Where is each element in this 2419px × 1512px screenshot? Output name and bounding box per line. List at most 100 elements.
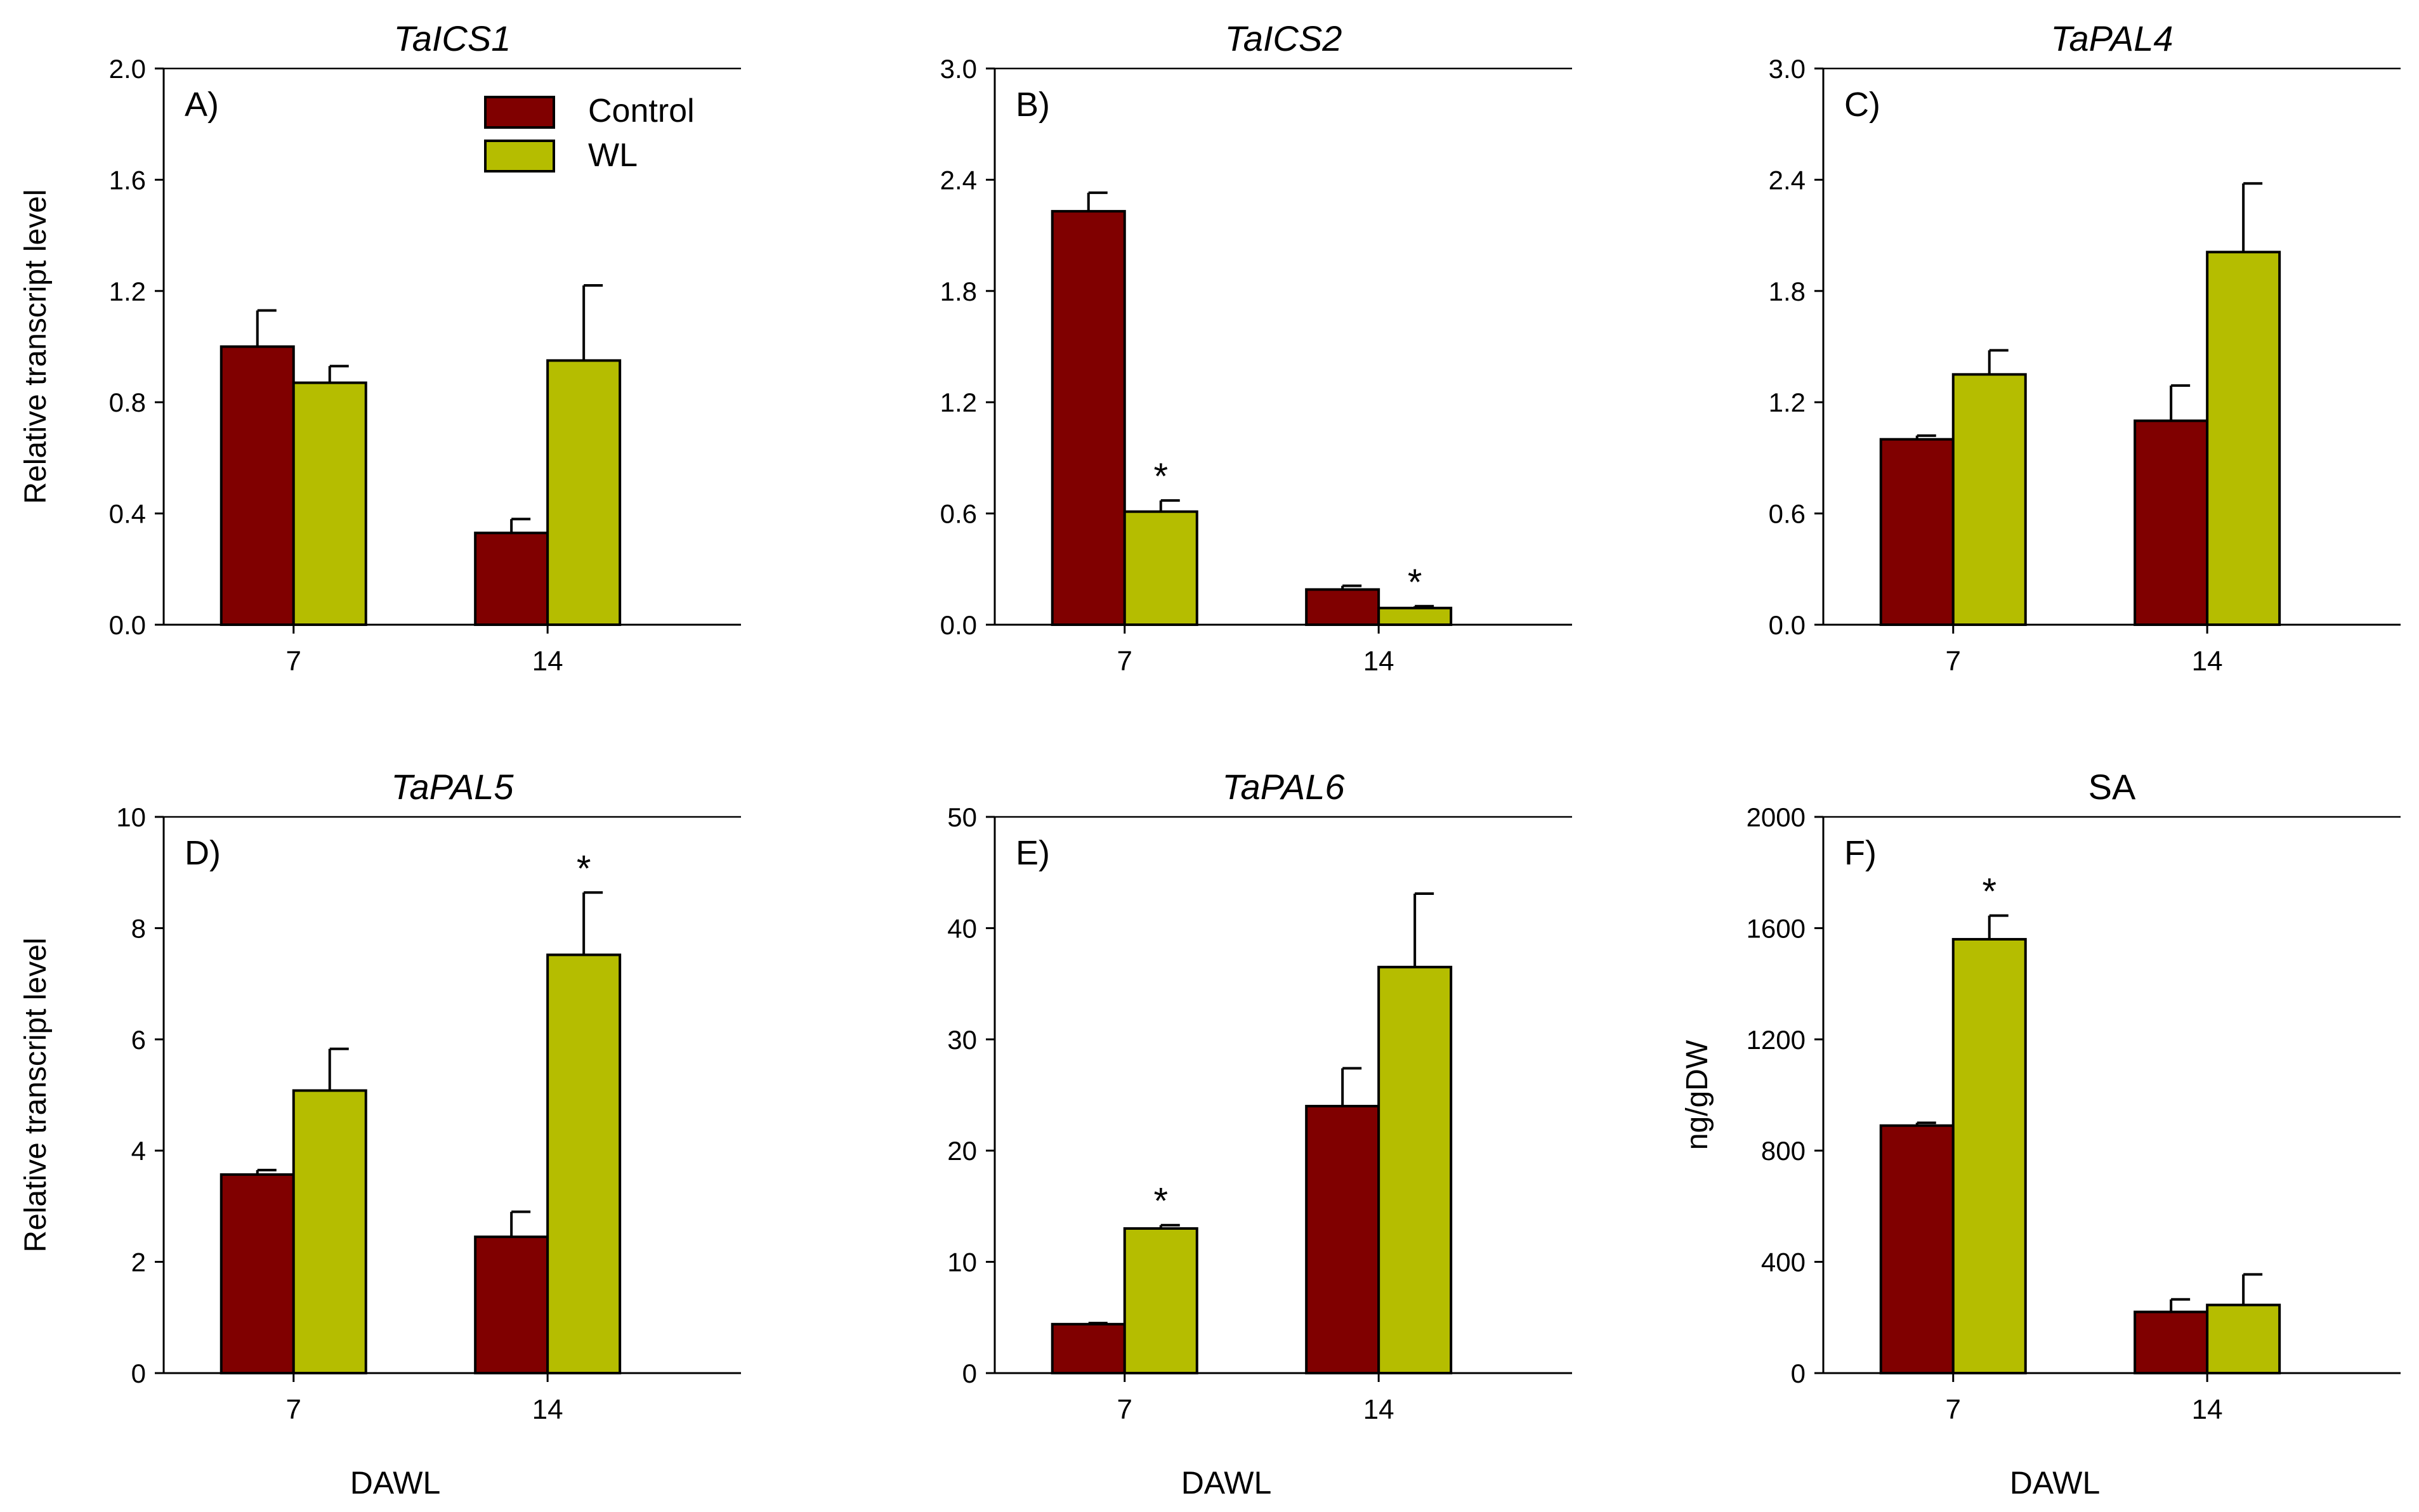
- panel-d-xlabel: DAWL: [350, 1465, 441, 1501]
- panel-d-ytick-label: 6: [131, 1025, 146, 1055]
- panel-e-bar-control-14: [1305, 1105, 1380, 1375]
- panel-f-ytick-label: 1600: [1747, 913, 1806, 943]
- panel-b-label: B): [1016, 86, 1050, 124]
- panel-e-bar-wl-14: [1377, 965, 1453, 1375]
- panel-e-sig-marker-wl-7: *: [1153, 1181, 1168, 1222]
- panel-f-label: F): [1844, 834, 1877, 872]
- panel-a-bar-control-7: [220, 345, 295, 626]
- panel-c-bar-control-7: [1879, 438, 1955, 627]
- panel-a-xtick-label: 14: [532, 646, 563, 677]
- panel-c-ytick-label: 1.2: [1769, 388, 1806, 417]
- panel-d-xtick-label: 7: [286, 1394, 301, 1425]
- panel-f-bar-wl-14: [2206, 1303, 2281, 1374]
- panel-f-ylabel: ng/gDW: [1681, 1040, 1714, 1150]
- panel-c-ytick-label: 1.8: [1769, 277, 1806, 306]
- panel-a-ytick-label: 2.0: [109, 54, 146, 84]
- panel-f-ytick-label: 0: [1791, 1359, 1806, 1388]
- panel-e-xtick-label: 14: [1363, 1394, 1394, 1425]
- panel-b-ytick-label: 2.4: [940, 165, 977, 195]
- panel-f-xtick-label: 7: [1946, 1394, 1961, 1425]
- panel-d-title: TaPAL5: [391, 767, 514, 807]
- panel-e-xtick-label: 7: [1117, 1394, 1132, 1425]
- panel-f-ytick-label: 800: [1761, 1136, 1806, 1166]
- panel-d-sig-marker-wl-14: *: [577, 848, 591, 889]
- panel-e-ytick-label: 10: [947, 1248, 977, 1277]
- panel-f-bar-control-7: [1879, 1124, 1955, 1374]
- panel-b-ytick-label: 3.0: [940, 54, 977, 84]
- panel-c-xtick-label: 14: [2192, 646, 2223, 677]
- panel-d-ytick-label: 8: [131, 913, 146, 943]
- panel-a-ytick-label: 1.6: [109, 165, 146, 195]
- legend-label-control: Control: [588, 93, 695, 129]
- panel-b-ytick-label: 0.0: [940, 610, 977, 640]
- panel-b-sig-marker-wl-14: *: [1408, 562, 1422, 603]
- panel-f-xlabel: DAWL: [2010, 1465, 2101, 1501]
- panel-d-ytick-label: 0: [131, 1359, 146, 1388]
- panel-f-ytick-label: 400: [1761, 1248, 1806, 1277]
- panel-c-ytick-label: 0.6: [1769, 499, 1806, 529]
- panel-e-label: E): [1016, 834, 1050, 872]
- panel-d-bar-wl-7: [292, 1089, 367, 1374]
- panel-d-xtick-label: 14: [532, 1394, 563, 1425]
- panel-e-title: TaPAL6: [1222, 767, 1345, 807]
- panel-a-ytick-label: 0.8: [109, 388, 146, 417]
- panel-b-ytick-label: 1.2: [940, 388, 977, 417]
- panel-b-sig-marker-wl-7: *: [1153, 456, 1168, 497]
- panel-a-ylabel: Relative transcript level: [19, 189, 53, 504]
- panel-d-label: D): [185, 834, 221, 872]
- panel-e-ytick-label: 50: [947, 802, 977, 832]
- panel-d-ylabel: Relative transcript level: [19, 937, 53, 1252]
- panel-a-label: A): [185, 86, 219, 124]
- panel-b-xtick-label: 7: [1117, 646, 1132, 677]
- panel-f-bar-wl-7: [1951, 937, 2027, 1374]
- panel-f-title: SA: [2088, 767, 2136, 807]
- panel-c-bar-wl-14: [2206, 251, 2281, 627]
- panel-b-bar-control-7: [1051, 210, 1126, 626]
- panel-f-ytick-label: 2000: [1747, 802, 1806, 832]
- panel-e-xlabel: DAWL: [1181, 1465, 1272, 1501]
- panel-d-ytick-label: 4: [131, 1136, 146, 1166]
- panel-f-sig-marker-wl-7: *: [1982, 871, 1996, 913]
- panel-b-ytick-label: 0.6: [940, 499, 977, 529]
- panel-e-bar-wl-7: [1123, 1227, 1198, 1374]
- legend-swatch-control: [484, 96, 555, 129]
- panel-f-xtick-label: 14: [2192, 1394, 2223, 1425]
- panel-f-bar-control-14: [2134, 1310, 2209, 1375]
- panel-c-ytick-label: 2.4: [1769, 165, 1806, 195]
- panel-c-title: TaPAL4: [2050, 18, 2173, 58]
- panel-f-ytick-label: 1200: [1747, 1025, 1806, 1055]
- panel-a-bar-wl-14: [546, 359, 622, 626]
- panel-a-xtick-label: 7: [286, 646, 301, 677]
- panel-e-bar-control-7: [1051, 1322, 1126, 1374]
- panel-b-bar-control-14: [1305, 588, 1380, 626]
- panel-d-ytick-label: 10: [116, 802, 146, 832]
- panel-b-ytick-label: 1.8: [940, 277, 977, 306]
- panel-c-bar-wl-7: [1951, 373, 2027, 626]
- panel-a-bar-control-14: [474, 531, 549, 626]
- panel-c-bar-control-14: [2134, 419, 2209, 627]
- panel-c-ytick-label: 3.0: [1769, 54, 1806, 84]
- panel-a-ytick-label: 0.4: [109, 499, 146, 529]
- panel-e-ytick-label: 30: [947, 1025, 977, 1055]
- panel-d-bar-wl-14: [546, 953, 622, 1374]
- panel-e-ytick-label: 20: [947, 1136, 977, 1166]
- panel-e-ytick-label: 40: [947, 913, 977, 943]
- panel-a-ytick-label: 0.0: [109, 610, 146, 640]
- panel-d-bar-control-7: [220, 1173, 295, 1374]
- panel-c-xtick-label: 7: [1946, 646, 1961, 677]
- panel-b-bar-wl-14: [1377, 606, 1453, 627]
- panel-b-bar-wl-7: [1123, 510, 1198, 627]
- panel-d-ytick-label: 2: [131, 1248, 146, 1277]
- panel-c-ytick-label: 0.0: [1769, 610, 1806, 640]
- panel-a-ytick-label: 1.2: [109, 277, 146, 306]
- panel-c-label: C): [1844, 86, 1880, 124]
- panel-b-xtick-label: 14: [1363, 646, 1394, 677]
- panel-a-bar-wl-7: [292, 381, 367, 626]
- panel-b-title: TaICS2: [1225, 18, 1342, 58]
- panel-a-title: TaICS1: [394, 18, 511, 58]
- panel-d-bar-control-14: [474, 1235, 549, 1375]
- legend-label-wl: WL: [588, 137, 638, 174]
- legend-swatch-wl: [484, 140, 555, 173]
- panel-e-ytick-label: 0: [962, 1359, 977, 1388]
